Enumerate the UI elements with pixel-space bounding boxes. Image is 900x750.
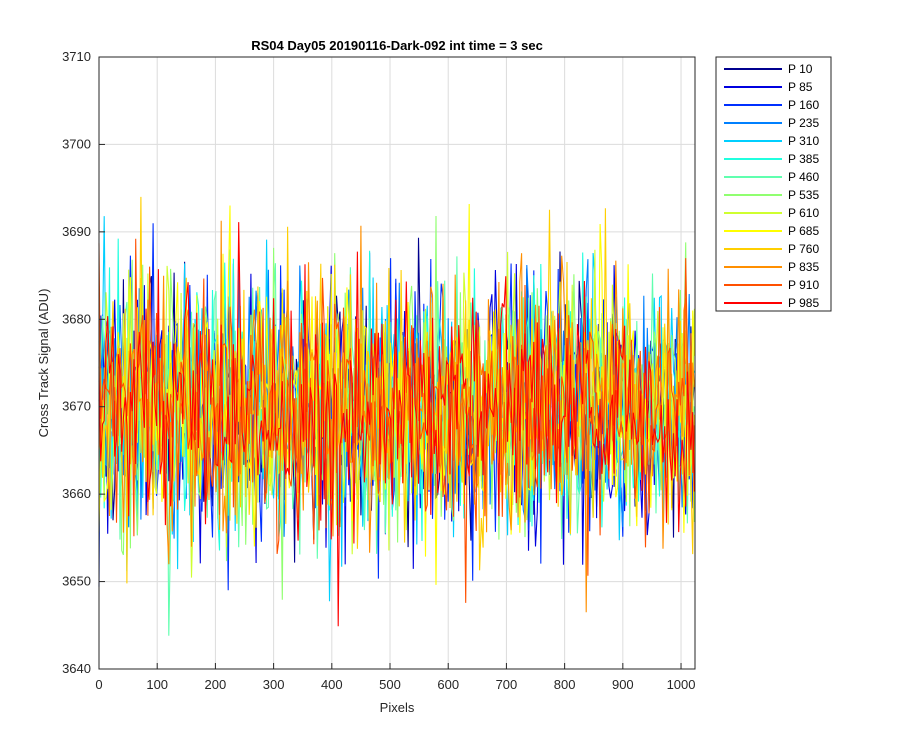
x-tick-label: 400	[321, 677, 343, 692]
legend-label: P 685	[788, 224, 819, 238]
chart-title: RS04 Day05 20190116-Dark-092 int time = …	[251, 38, 543, 53]
legend-label: P 835	[788, 260, 819, 274]
legend-label: P 310	[788, 134, 819, 148]
x-axis-label: Pixels	[380, 700, 415, 715]
y-tick-label: 3640	[62, 661, 91, 676]
legend-label: P 910	[788, 278, 819, 292]
legend-label: P 10	[788, 62, 813, 76]
y-axis-ticks: 3640 3650 3660 3670 3680 3690 3700 3710	[62, 49, 105, 676]
x-tick-label: 1000	[667, 677, 696, 692]
series-line	[98, 222, 695, 627]
legend-label: P 235	[788, 116, 819, 130]
plot-frame	[98, 56, 696, 670]
legend: P 10 P 85 P 160 P 235 P 310 P 385 P 460 P 535 P …	[715, 56, 832, 312]
x-tick-label: 700	[496, 677, 518, 692]
y-tick-label: 3660	[62, 486, 91, 501]
x-tick-label: 800	[554, 677, 576, 692]
legend-label: P 385	[788, 152, 819, 166]
legend-label: P 160	[788, 98, 819, 112]
y-tick-label: 3650	[62, 574, 91, 589]
legend-label: P 85	[788, 80, 813, 94]
x-tick-label: 500	[379, 677, 401, 692]
legend-label: P 460	[788, 170, 819, 184]
legend-label: P 610	[788, 206, 819, 220]
x-tick-label: 600	[437, 677, 459, 692]
y-tick-label: 3680	[62, 311, 91, 326]
y-axis-label: Cross Track Signal (ADU)	[36, 289, 51, 438]
legend-label: P 760	[788, 242, 819, 256]
x-tick-label: 0	[95, 677, 102, 692]
legend-label: P 535	[788, 188, 819, 202]
y-tick-label: 3700	[62, 136, 91, 151]
x-tick-label: 900	[612, 677, 634, 692]
legend-box	[715, 56, 832, 312]
x-tick-label: 200	[205, 677, 227, 692]
x-tick-label: 300	[263, 677, 285, 692]
y-tick-label: 3710	[62, 49, 91, 64]
y-tick-label: 3670	[62, 399, 91, 414]
x-tick-label: 100	[146, 677, 168, 692]
plot-area	[98, 196, 695, 636]
y-tick-label: 3690	[62, 224, 91, 239]
legend-label: P 985	[788, 296, 819, 310]
x-axis-ticks: 0 100 200 300 400 500 600 700 800 900 1000	[95, 663, 695, 692]
